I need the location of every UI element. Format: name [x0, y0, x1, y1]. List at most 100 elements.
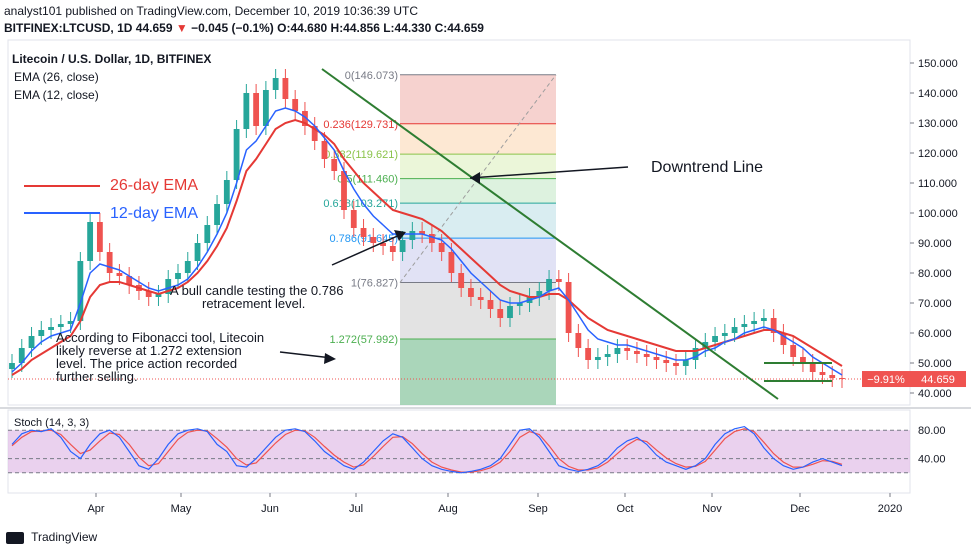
candle-body — [204, 225, 211, 243]
price-tick-label: 40.000 — [918, 388, 952, 400]
ema26-legend: EMA (26, close) — [14, 70, 99, 84]
ema12-key-label: 12-day EMA — [110, 205, 198, 222]
time-tick-label: Jun — [261, 503, 279, 515]
candle-body — [565, 282, 572, 333]
time-tick-label: Sep — [528, 503, 548, 515]
price-tick-label: 130.000 — [918, 118, 958, 130]
downtrend-arrowhead-icon — [470, 172, 480, 184]
fib-arrowhead-icon — [324, 353, 336, 364]
candle-body — [253, 93, 260, 126]
candle-body — [9, 363, 15, 369]
candle-body — [594, 357, 601, 360]
pct-tag-bg — [862, 371, 910, 388]
symbol: BITFINEX:LTCUSD, 1D — [4, 21, 133, 35]
time-tick-label: Oct — [616, 503, 633, 515]
candle-body — [448, 252, 455, 273]
candle-body — [604, 354, 611, 357]
price-tick-label: 140.000 — [918, 88, 958, 100]
fib-arrow — [279, 351, 333, 359]
bull-arrowhead-icon — [394, 230, 406, 241]
candle-body — [331, 159, 338, 171]
bull-annotation-line2: retracement level. — [202, 296, 305, 311]
fib-annotation-line1: According to Fibonacci tool, Litecoin — [56, 330, 264, 345]
candle-body — [67, 321, 74, 324]
candle-body — [428, 234, 435, 243]
candle-body — [126, 276, 133, 285]
candle-body — [507, 306, 513, 318]
tradingview-icon — [6, 531, 24, 544]
candle-body — [262, 90, 269, 126]
candle-body — [106, 252, 113, 273]
publisher-line: analyst101 published on TradingView.com,… — [4, 4, 419, 18]
candle-body — [458, 273, 465, 288]
candle-body — [575, 333, 582, 348]
candle-body — [272, 78, 279, 90]
candle-body — [536, 291, 543, 297]
candle-body — [624, 348, 631, 351]
candle-body — [155, 294, 162, 297]
fib-level-label: 1(76.827) — [351, 278, 398, 290]
time-tick-label: Apr — [87, 503, 104, 515]
bull-arrow — [331, 233, 403, 266]
fib-level-label: 1.272(57.992) — [330, 334, 399, 346]
candle-body — [663, 360, 670, 363]
fib-annotation-line2: likely reverse at 1.272 extension — [56, 343, 242, 358]
ema26-key-label: 26-day EMA — [110, 177, 198, 194]
candle-body — [800, 357, 806, 363]
time-tick-label: May — [171, 503, 192, 515]
candle-body — [350, 210, 357, 228]
fib-annotation-line3: level. The price action recorded — [56, 356, 237, 371]
candle-body — [389, 246, 396, 252]
stoch-k-line — [11, 425, 843, 474]
candle-body — [116, 273, 123, 276]
tradingview-logo[interactable]: TradingView — [6, 530, 97, 544]
candle-body — [829, 375, 836, 378]
candle-body — [692, 348, 699, 360]
candle-body — [702, 342, 709, 348]
fib-zone — [400, 123, 556, 155]
candle-body — [770, 318, 777, 333]
stoch-d-line — [11, 428, 843, 473]
pct-tag: −9.91% — [867, 374, 905, 386]
candle-body — [28, 336, 35, 348]
candle-body — [819, 372, 826, 375]
price-tick-label: 60.000 — [918, 328, 952, 340]
stoch-label: Stoch (14, 3, 3) — [14, 417, 90, 429]
candle-body — [214, 204, 220, 225]
candle-body — [233, 129, 240, 180]
price-tick-label: 110.000 — [918, 178, 957, 190]
change: −0.045 (−0.1%) — [191, 21, 274, 35]
time-tick-label: Dec — [790, 503, 810, 515]
time-tick-label: Aug — [438, 503, 458, 515]
candle-body — [751, 321, 758, 324]
brand-name: TradingView — [31, 530, 98, 544]
candle-body — [57, 324, 64, 327]
candle-body — [77, 261, 84, 321]
candle-body — [165, 279, 172, 294]
last-price: 44.659 — [135, 21, 173, 35]
candle-body — [145, 291, 152, 297]
candle-body — [468, 288, 474, 297]
candle-body — [721, 333, 728, 336]
ema12-line — [11, 107, 843, 376]
downtrend-line — [321, 68, 779, 400]
fib-level-label: 0.236(129.731) — [323, 119, 398, 131]
price-tick-label: 150.000 — [918, 58, 958, 70]
candle-body — [321, 141, 328, 159]
fib-zone — [400, 282, 556, 340]
bull-annotation-line1: A bull candle testing the 0.786 — [170, 283, 343, 298]
candle-body — [282, 78, 289, 99]
candle-body — [643, 354, 650, 357]
candle-body — [243, 93, 250, 129]
price-tag-bg — [910, 371, 966, 388]
candle-body — [673, 363, 679, 366]
candle-body — [360, 228, 367, 237]
fib-zone-extension — [400, 339, 556, 405]
candle-body — [585, 348, 592, 360]
ema12-legend: EMA (12, close) — [14, 88, 99, 102]
candle-body — [839, 378, 845, 380]
candle-body — [555, 279, 562, 282]
candle-body — [48, 327, 54, 330]
candle-body — [399, 240, 406, 252]
